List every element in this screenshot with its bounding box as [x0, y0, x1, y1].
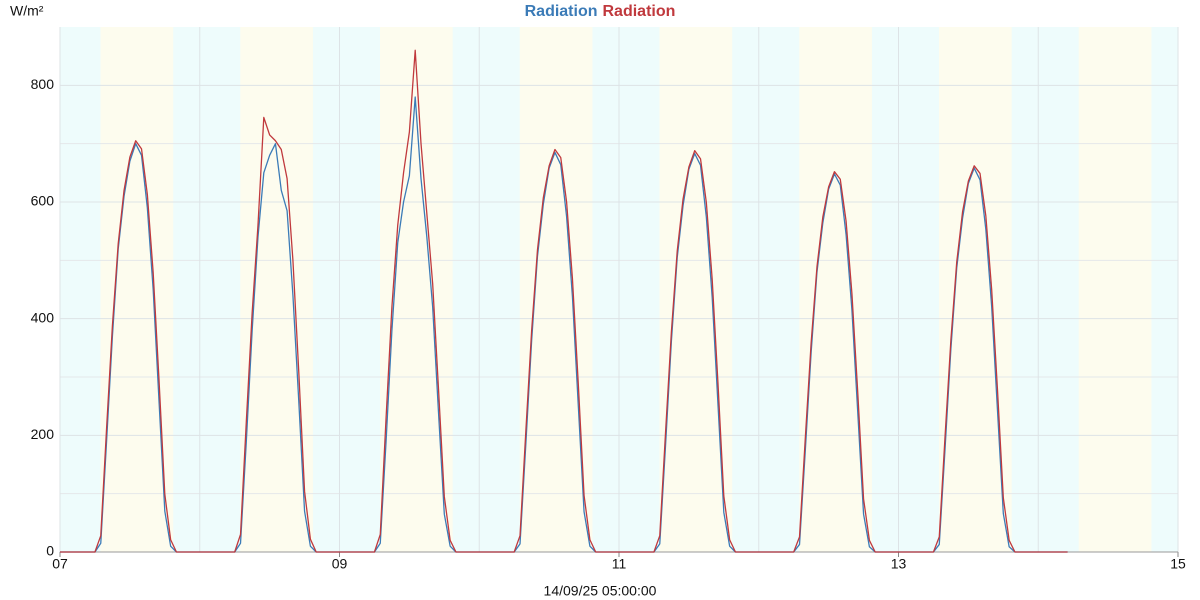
- x-tick-label: 13: [891, 556, 907, 572]
- y-tick-label: 400: [31, 309, 55, 325]
- y-tick-label: 800: [31, 76, 55, 92]
- day-band: [100, 27, 174, 552]
- x-tick-label: 11: [612, 556, 627, 572]
- day-band: [939, 27, 1012, 552]
- x-tick-label: 09: [332, 556, 348, 572]
- day-band: [240, 27, 313, 552]
- y-tick-label: 0: [46, 543, 54, 559]
- legend-entry: Radiation: [525, 3, 598, 20]
- y-unit: W/m²: [10, 3, 44, 19]
- x-tick-label: 15: [1170, 556, 1186, 572]
- data-line: [60, 96, 1068, 553]
- chart-title: Radiation Radiation: [525, 3, 676, 20]
- day-band: [519, 27, 593, 552]
- day-band: [659, 27, 733, 552]
- y-tick-label: 200: [31, 426, 55, 442]
- x-tick-label: 07: [52, 556, 68, 572]
- x-axis-label: 14/09/25 05:00:00: [544, 583, 657, 599]
- data-line: [60, 49, 1068, 553]
- y-tick-label: 600: [31, 193, 55, 209]
- day-band: [799, 27, 872, 552]
- day-band: [1078, 27, 1152, 552]
- legend-entry: Radiation: [603, 3, 676, 20]
